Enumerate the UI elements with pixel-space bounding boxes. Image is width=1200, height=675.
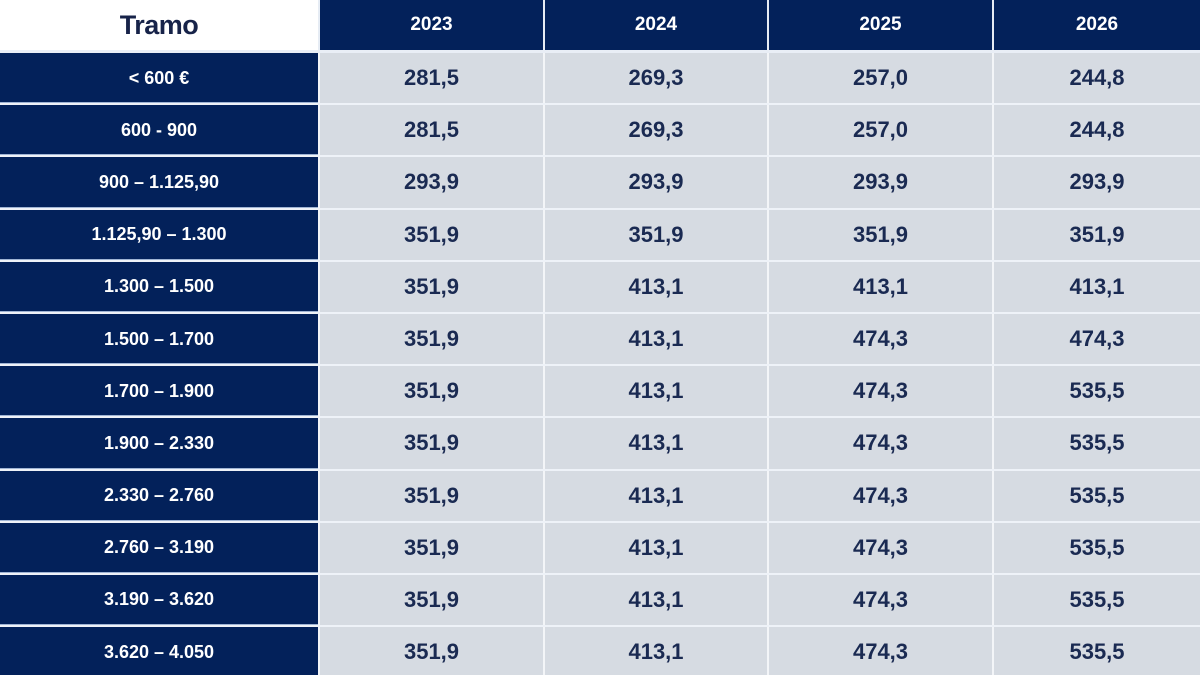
table-row: 1.500 – 1.700 351,9 413,1 474,3 474,3 xyxy=(0,313,1200,367)
cell-2023: 351,9 xyxy=(318,418,543,469)
cell-2024: 413,1 xyxy=(543,470,767,521)
row-tramo: 2.760 – 3.190 xyxy=(0,522,318,573)
cell-2025: 474,3 xyxy=(767,470,992,521)
cell-2026: 535,5 xyxy=(992,627,1200,675)
cell-2023: 351,9 xyxy=(318,574,543,626)
table-row: 600 - 900 281,5 269,3 257,0 244,8 xyxy=(0,105,1200,158)
row-tramo: 3.190 – 3.620 xyxy=(0,574,318,626)
cell-2023: 351,9 xyxy=(318,627,543,675)
cell-2023: 351,9 xyxy=(318,366,543,417)
row-tramo: 900 – 1.125,90 xyxy=(0,157,318,208)
table-body: < 600 € 281,5 269,3 257,0 244,8 600 - 90… xyxy=(0,53,1200,675)
header-year-2024: 2024 xyxy=(543,0,767,50)
cell-2023: 351,9 xyxy=(318,470,543,521)
cell-2023: 351,9 xyxy=(318,522,543,573)
table-row: 1.700 – 1.900 351,9 413,1 474,3 535,5 xyxy=(0,366,1200,419)
cell-2024: 413,1 xyxy=(543,574,767,626)
cell-2024: 413,1 xyxy=(543,261,767,312)
cell-2026: 474,3 xyxy=(992,313,1200,365)
cell-2026: 351,9 xyxy=(992,209,1200,260)
row-tramo: 1.700 – 1.900 xyxy=(0,366,318,417)
cell-2025: 474,3 xyxy=(767,522,992,573)
cell-2026: 244,8 xyxy=(992,105,1200,156)
cell-2024: 413,1 xyxy=(543,313,767,365)
table-row: 3.190 – 3.620 351,9 413,1 474,3 535,5 xyxy=(0,574,1200,628)
cell-2025: 413,1 xyxy=(767,261,992,312)
table-row: 1.125,90 – 1.300 351,9 351,9 351,9 351,9 xyxy=(0,209,1200,262)
table-row: 3.620 – 4.050 351,9 413,1 474,3 535,5 xyxy=(0,627,1200,675)
row-tramo: 1.125,90 – 1.300 xyxy=(0,209,318,260)
header-year-2026: 2026 xyxy=(992,0,1200,50)
cell-2025: 474,3 xyxy=(767,366,992,417)
cell-2024: 413,1 xyxy=(543,366,767,417)
table-row: 1.900 – 2.330 351,9 413,1 474,3 535,5 xyxy=(0,418,1200,471)
cell-2023: 351,9 xyxy=(318,313,543,365)
row-tramo: 600 - 900 xyxy=(0,105,318,156)
cell-2026: 535,5 xyxy=(992,470,1200,521)
header-year-2025: 2025 xyxy=(767,0,992,50)
table-row: 900 – 1.125,90 293,9 293,9 293,9 293,9 xyxy=(0,157,1200,210)
cell-2026: 413,1 xyxy=(992,261,1200,312)
table-row: 1.300 – 1.500 351,9 413,1 413,1 413,1 xyxy=(0,261,1200,314)
cell-2024: 269,3 xyxy=(543,105,767,156)
cell-2024: 351,9 xyxy=(543,209,767,260)
table-row: 2.760 – 3.190 351,9 413,1 474,3 535,5 xyxy=(0,522,1200,575)
header-year-2023: 2023 xyxy=(318,0,543,50)
cell-2025: 351,9 xyxy=(767,209,992,260)
cell-2026: 293,9 xyxy=(992,157,1200,208)
cell-2025: 474,3 xyxy=(767,313,992,365)
cell-2024: 413,1 xyxy=(543,418,767,469)
cell-2025: 257,0 xyxy=(767,53,992,104)
cell-2025: 474,3 xyxy=(767,627,992,675)
header-tramo: Tramo xyxy=(0,0,318,50)
row-tramo: 3.620 – 4.050 xyxy=(0,627,318,675)
cell-2026: 535,5 xyxy=(992,522,1200,573)
cell-2023: 351,9 xyxy=(318,209,543,260)
table-row: 2.330 – 2.760 351,9 413,1 474,3 535,5 xyxy=(0,470,1200,523)
row-tramo: < 600 € xyxy=(0,53,318,104)
cell-2025: 293,9 xyxy=(767,157,992,208)
row-tramo: 1.500 – 1.700 xyxy=(0,313,318,365)
cell-2024: 269,3 xyxy=(543,53,767,104)
cell-2023: 281,5 xyxy=(318,53,543,104)
row-tramo: 2.330 – 2.760 xyxy=(0,470,318,521)
row-tramo: 1.900 – 2.330 xyxy=(0,418,318,469)
cell-2026: 535,5 xyxy=(992,366,1200,417)
cell-2025: 257,0 xyxy=(767,105,992,156)
header-divider xyxy=(0,50,1200,53)
cell-2025: 474,3 xyxy=(767,574,992,626)
table-header-row: Tramo 2023 2024 2025 2026 xyxy=(0,0,1200,50)
cell-2025: 474,3 xyxy=(767,418,992,469)
row-tramo: 1.300 – 1.500 xyxy=(0,261,318,312)
cell-2026: 244,8 xyxy=(992,53,1200,104)
cell-2026: 535,5 xyxy=(992,418,1200,469)
cell-2026: 535,5 xyxy=(992,574,1200,626)
cell-2023: 351,9 xyxy=(318,261,543,312)
cell-2023: 293,9 xyxy=(318,157,543,208)
cell-2024: 413,1 xyxy=(543,627,767,675)
cell-2024: 293,9 xyxy=(543,157,767,208)
cell-2024: 413,1 xyxy=(543,522,767,573)
table-row: < 600 € 281,5 269,3 257,0 244,8 xyxy=(0,53,1200,106)
cell-2023: 281,5 xyxy=(318,105,543,156)
